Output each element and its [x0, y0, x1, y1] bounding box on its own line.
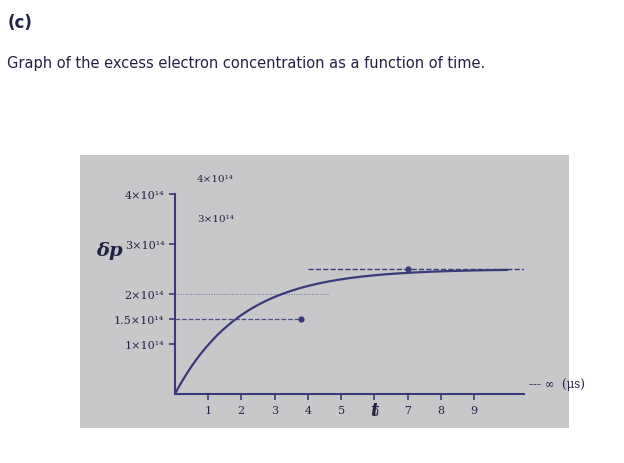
Text: --- ∞  (μs): --- ∞ (μs) — [529, 377, 585, 390]
Text: (c): (c) — [7, 14, 32, 32]
Text: Graph of the excess electron concentration as a function of time.: Graph of the excess electron concentrati… — [7, 56, 485, 70]
Text: δp: δp — [97, 241, 123, 259]
Text: 4×10¹⁴: 4×10¹⁴ — [197, 175, 234, 184]
Text: t: t — [370, 401, 379, 419]
FancyBboxPatch shape — [80, 156, 569, 428]
Text: 3×10¹⁴: 3×10¹⁴ — [197, 215, 234, 224]
